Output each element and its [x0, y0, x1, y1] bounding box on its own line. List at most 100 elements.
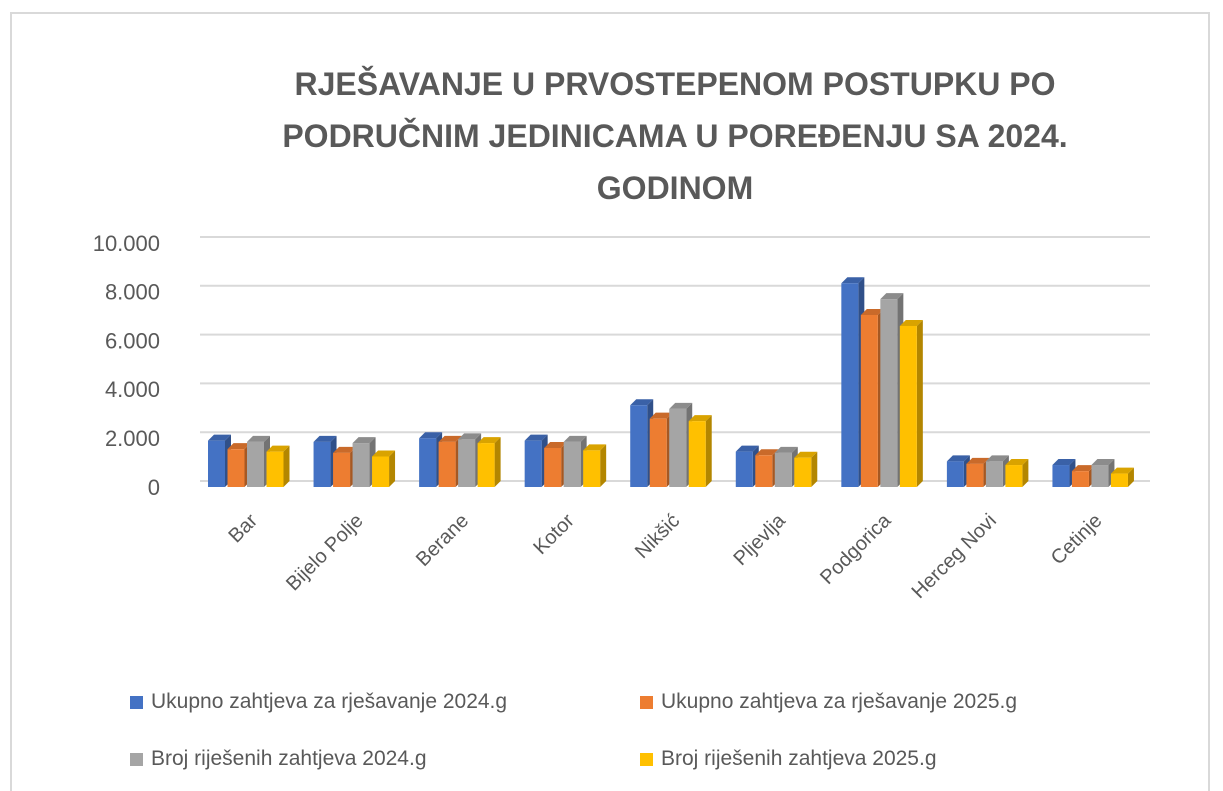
bar — [477, 443, 495, 487]
bar — [563, 441, 581, 487]
bar — [352, 443, 370, 487]
bar-top — [649, 412, 673, 419]
bar-top — [544, 441, 568, 448]
bar-side — [1022, 459, 1029, 487]
bar-top — [227, 443, 251, 450]
legend-swatch — [640, 695, 653, 709]
bar-top — [985, 455, 1009, 462]
bar — [438, 441, 456, 487]
bar-top — [966, 457, 990, 464]
bar — [333, 452, 351, 487]
bar — [266, 451, 284, 487]
bar — [1052, 465, 1070, 487]
bar-top — [524, 434, 548, 441]
bar — [313, 441, 331, 487]
y-tick-label: 0 — [148, 475, 160, 500]
legend-swatch — [130, 695, 143, 709]
y-tick-label: 4.000 — [105, 377, 160, 402]
y-tick-label: 6.000 — [105, 328, 160, 353]
bar-side — [600, 444, 607, 487]
bar — [227, 449, 245, 487]
y-tick-label: 10.000 — [93, 231, 160, 256]
bar-top — [1110, 467, 1134, 474]
bar-top — [1071, 465, 1095, 472]
bar — [1071, 471, 1089, 487]
bar-top — [755, 449, 779, 456]
legend-entry: Ukupno zahtjeva za rješavanje 2024.g — [130, 690, 507, 714]
bar — [880, 299, 898, 487]
bar — [247, 441, 264, 487]
x-tick-label: Pljevlja — [729, 509, 790, 570]
bar-top — [630, 399, 654, 406]
bar-top — [419, 432, 443, 439]
bar-side — [916, 319, 923, 487]
bar — [372, 456, 390, 487]
legend-label: Ukupno zahtjeva za rješavanje 2024.g — [151, 690, 508, 713]
x-tick-label: Nikšić — [631, 510, 684, 563]
legend-swatch — [640, 752, 653, 766]
bar — [583, 450, 601, 487]
bar-top — [1091, 459, 1115, 466]
bar-top — [841, 277, 865, 284]
bar-top — [774, 446, 798, 453]
bar — [946, 461, 964, 487]
bar-side — [811, 451, 818, 487]
x-tick-label: Bar — [224, 509, 262, 547]
bar — [794, 457, 812, 487]
bar — [1110, 473, 1128, 487]
bar — [755, 455, 773, 487]
x-tick-label: Cetinje — [1047, 510, 1107, 570]
bar-top — [583, 444, 607, 451]
chart-frame — [10, 12, 1210, 791]
legend-entry: Broj riješenih zahtjeva 2025.g — [640, 747, 937, 771]
bar-top — [1052, 459, 1076, 466]
legend-label: Broj riješenih zahtjeva 2024.g — [151, 747, 427, 770]
bar-top — [247, 435, 270, 442]
y-tick-label: 2.000 — [105, 426, 160, 451]
x-tick-label: Podgorica — [816, 509, 896, 589]
bar — [630, 405, 648, 487]
x-tick-label: Bijelo Polje — [282, 510, 368, 596]
bar — [985, 461, 1003, 487]
bar — [841, 283, 859, 487]
x-tick-label: Kotor — [529, 509, 579, 559]
bar-top — [946, 455, 970, 462]
chart-title: RJEŠAVANJE U PRVOSTEPENOM POSTUPKU PO PO… — [282, 66, 1068, 206]
bar-top — [688, 415, 712, 422]
legend-entry: Broj riješenih zahtjeva 2024.g — [130, 747, 427, 771]
bar — [419, 438, 437, 487]
bar-top — [458, 433, 482, 440]
bar-top — [372, 450, 396, 457]
bar — [774, 452, 792, 487]
bar-top — [563, 435, 587, 442]
bar-top — [899, 319, 923, 326]
bar — [208, 440, 225, 487]
bar — [899, 325, 917, 487]
bar — [524, 440, 542, 487]
bar-top — [438, 435, 462, 442]
legend-label: Ukupno zahtjeva za rješavanje 2025.g — [661, 690, 1018, 713]
bar-side — [705, 415, 712, 487]
x-tick-label: Herceg Novi — [908, 510, 1001, 603]
bar — [688, 421, 706, 487]
bar-top — [860, 308, 884, 315]
bar-top — [313, 435, 337, 442]
bar — [1091, 465, 1109, 487]
bar — [669, 408, 687, 487]
y-tick-label: 8.000 — [105, 280, 160, 305]
bar — [860, 314, 878, 487]
bar-top — [208, 434, 231, 441]
bar-side — [389, 450, 396, 487]
bar-top — [1005, 459, 1029, 466]
bar — [966, 463, 984, 487]
bar-top — [266, 445, 290, 452]
bar-top — [794, 451, 818, 458]
bar-top — [352, 437, 376, 444]
bar-side — [283, 445, 290, 487]
bar — [649, 418, 667, 487]
bar-side — [494, 437, 501, 487]
bar — [735, 451, 753, 487]
bar-side — [1127, 467, 1134, 487]
